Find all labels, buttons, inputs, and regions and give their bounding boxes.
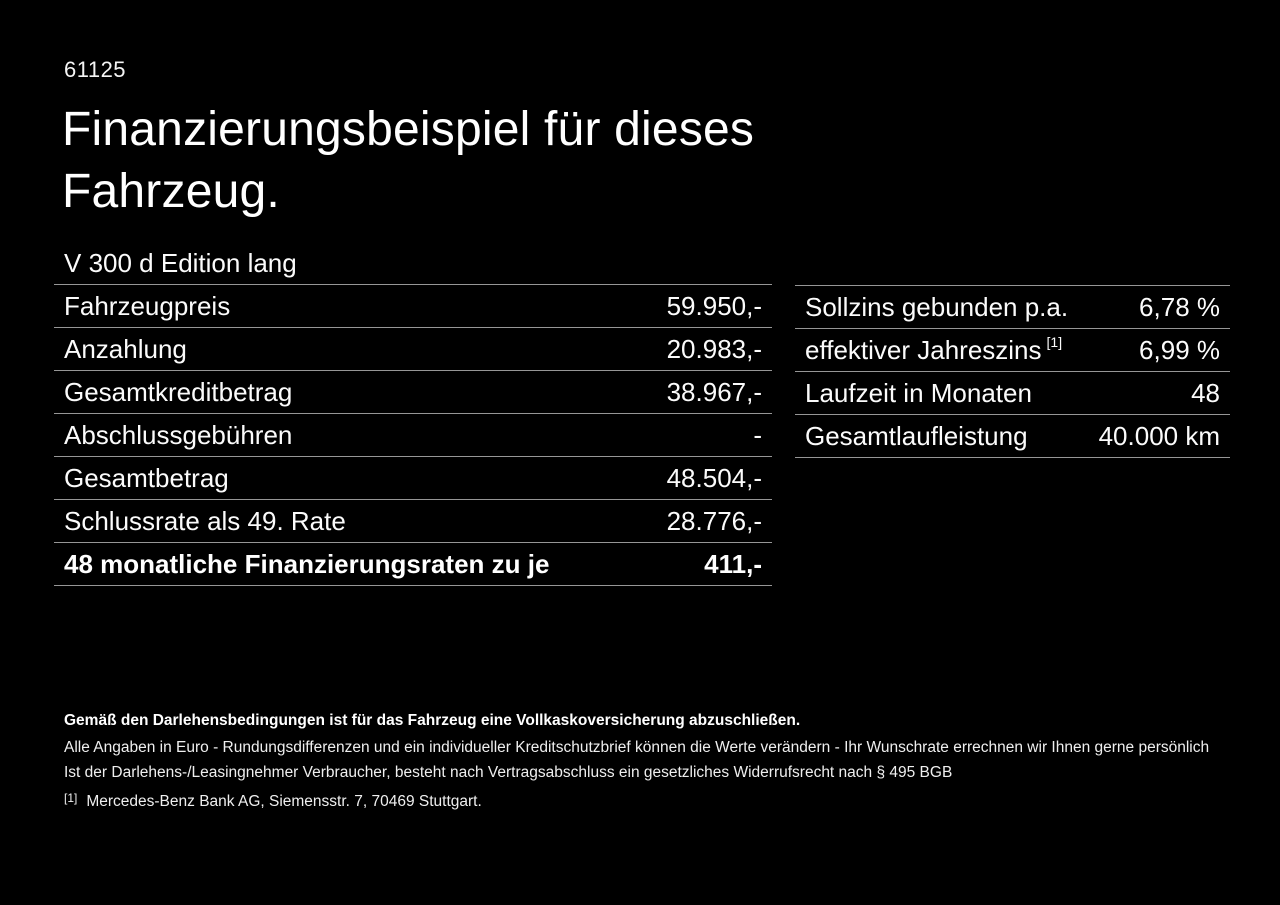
table-row-term-months: Laufzeit in Monaten 48 — [795, 372, 1230, 415]
model-name: V 300 d Edition lang — [64, 247, 297, 278]
table-row-nominal-interest: Sollzins gebunden p.a. 6,78 % — [795, 286, 1230, 329]
row-value: 20.983,- — [666, 333, 762, 364]
row-label: Gesamtkreditbetrag — [64, 376, 293, 407]
table-row-total-mileage: Gesamtlaufleistung 40.000 km — [795, 415, 1230, 458]
row-value: - — [753, 419, 762, 450]
row-value: 6,99 % — [1139, 334, 1220, 365]
table-row-monthly-rate: 48 monatliche Finanzierungsraten zu je 4… — [54, 543, 772, 586]
model-name-row: V 300 d Edition lang — [54, 242, 772, 285]
row-value: 28.776,- — [666, 505, 762, 536]
row-label-text: effektiver Jahreszins — [805, 334, 1042, 365]
table-row-total-amount: Gesamtbetrag 48.504,- — [54, 457, 772, 500]
row-label: Gesamtlaufleistung — [805, 420, 1028, 451]
table-row-total-credit: Gesamtkreditbetrag 38.967,- — [54, 371, 772, 414]
row-label: Schlussrate als 49. Rate — [64, 505, 346, 536]
disclaimer-note: Alle Angaben in Euro - Rundungsdifferenz… — [64, 739, 1210, 756]
footnote-marker: [1] — [64, 791, 78, 805]
row-value: 48 — [1191, 377, 1220, 408]
table-row-closing-fees: Abschlussgebühren - — [54, 414, 772, 457]
row-label: Sollzins gebunden p.a. — [805, 291, 1069, 322]
page-title: Finanzierungsbeispiel für dieses Fahrzeu… — [62, 103, 755, 218]
conditions-table: Sollzins gebunden p.a. 6,78 % effektiver… — [795, 285, 1230, 458]
row-label: Anzahlung — [64, 333, 187, 364]
document-number: 61125 — [64, 57, 127, 82]
row-value: 38.967,- — [666, 376, 762, 407]
row-value: 48.504,- — [666, 462, 762, 493]
finance-table: V 300 d Edition lang Fahrzeugpreis 59.95… — [54, 242, 772, 586]
table-row-vehicle-price: Fahrzeugpreis 59.950,- — [54, 285, 772, 328]
row-label: 48 monatliche Finanzierungsraten zu je — [64, 548, 550, 579]
row-label: Gesamtbetrag — [64, 462, 229, 493]
row-value: 411,- — [704, 548, 762, 579]
row-label: Fahrzeugpreis — [64, 290, 231, 321]
row-label: Laufzeit in Monaten — [805, 377, 1032, 408]
row-label: effektiver Jahreszins [1] — [805, 335, 1062, 366]
row-value: 40.000 km — [1098, 420, 1220, 451]
table-row-final-rate: Schlussrate als 49. Rate 28.776,- — [54, 500, 772, 543]
footnote-text: Mercedes-Benz Bank AG, Siemensstr. 7, 70… — [86, 793, 482, 810]
footnote-reference-superscript: [1] — [1046, 333, 1063, 350]
insurance-note: Gemäß den Darlehensbedingungen ist für d… — [64, 712, 801, 729]
row-value: 59.950,- — [666, 290, 762, 321]
row-label: Abschlussgebühren — [64, 419, 293, 450]
table-row-effective-interest: effektiver Jahreszins [1] 6,99 % — [795, 329, 1230, 372]
row-value: 6,78 % — [1139, 291, 1220, 322]
bank-footnote: [1] Mercedes-Benz Bank AG, Siemensstr. 7,… — [64, 791, 482, 812]
table-row-down-payment: Anzahlung 20.983,- — [54, 328, 772, 371]
withdrawal-note: Ist der Darlehens-/Leasingnehmer Verbrau… — [64, 764, 953, 781]
